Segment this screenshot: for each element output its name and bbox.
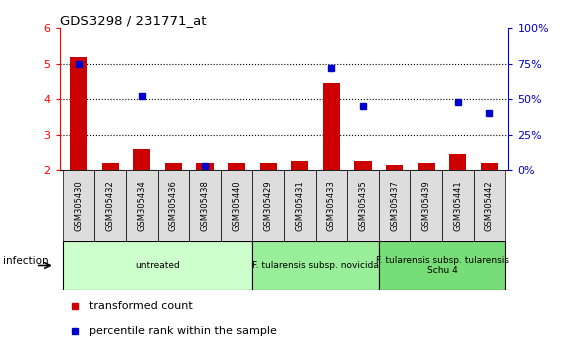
Text: GSM305433: GSM305433 — [327, 180, 336, 231]
FancyBboxPatch shape — [252, 170, 284, 241]
FancyBboxPatch shape — [316, 170, 347, 241]
FancyBboxPatch shape — [379, 241, 505, 290]
Bar — [417, 163, 435, 170]
FancyBboxPatch shape — [347, 170, 379, 241]
FancyBboxPatch shape — [411, 170, 442, 241]
Text: untreated: untreated — [135, 261, 180, 270]
Text: F. tularensis subsp. novicida: F. tularensis subsp. novicida — [252, 261, 379, 270]
Bar — [323, 83, 340, 170]
FancyBboxPatch shape — [474, 170, 505, 241]
Text: GSM305438: GSM305438 — [201, 180, 210, 231]
Text: GSM305439: GSM305439 — [421, 180, 431, 231]
Text: GSM305431: GSM305431 — [295, 180, 304, 231]
FancyBboxPatch shape — [284, 170, 316, 241]
Bar — [386, 165, 403, 170]
FancyBboxPatch shape — [63, 170, 94, 241]
Text: GSM305435: GSM305435 — [358, 180, 367, 231]
Bar — [133, 149, 151, 170]
FancyBboxPatch shape — [63, 241, 252, 290]
FancyBboxPatch shape — [94, 170, 126, 241]
FancyBboxPatch shape — [379, 170, 411, 241]
Bar — [354, 161, 371, 170]
Text: GSM305430: GSM305430 — [74, 180, 83, 231]
Bar — [291, 161, 308, 170]
Text: GSM305441: GSM305441 — [453, 180, 462, 231]
Text: GSM305440: GSM305440 — [232, 180, 241, 231]
Text: GSM305437: GSM305437 — [390, 180, 399, 231]
Bar — [260, 163, 277, 170]
Text: percentile rank within the sample: percentile rank within the sample — [89, 326, 277, 336]
Bar — [197, 163, 214, 170]
Bar — [228, 163, 245, 170]
FancyBboxPatch shape — [252, 241, 379, 290]
FancyBboxPatch shape — [126, 170, 157, 241]
Text: GSM305434: GSM305434 — [137, 180, 147, 231]
Text: GDS3298 / 231771_at: GDS3298 / 231771_at — [60, 14, 206, 27]
Bar — [449, 154, 466, 170]
Bar — [165, 163, 182, 170]
Bar — [70, 57, 87, 170]
FancyBboxPatch shape — [442, 170, 474, 241]
Text: GSM305442: GSM305442 — [485, 180, 494, 231]
FancyBboxPatch shape — [157, 170, 189, 241]
Text: transformed count: transformed count — [89, 301, 193, 311]
Bar — [481, 163, 498, 170]
Bar — [102, 163, 119, 170]
Text: GSM305436: GSM305436 — [169, 180, 178, 231]
Text: GSM305429: GSM305429 — [264, 180, 273, 231]
FancyBboxPatch shape — [189, 170, 221, 241]
FancyBboxPatch shape — [221, 170, 252, 241]
Text: infection: infection — [3, 256, 49, 266]
Text: GSM305432: GSM305432 — [106, 180, 115, 231]
Text: F. tularensis subsp. tularensis
Schu 4: F. tularensis subsp. tularensis Schu 4 — [375, 256, 508, 275]
